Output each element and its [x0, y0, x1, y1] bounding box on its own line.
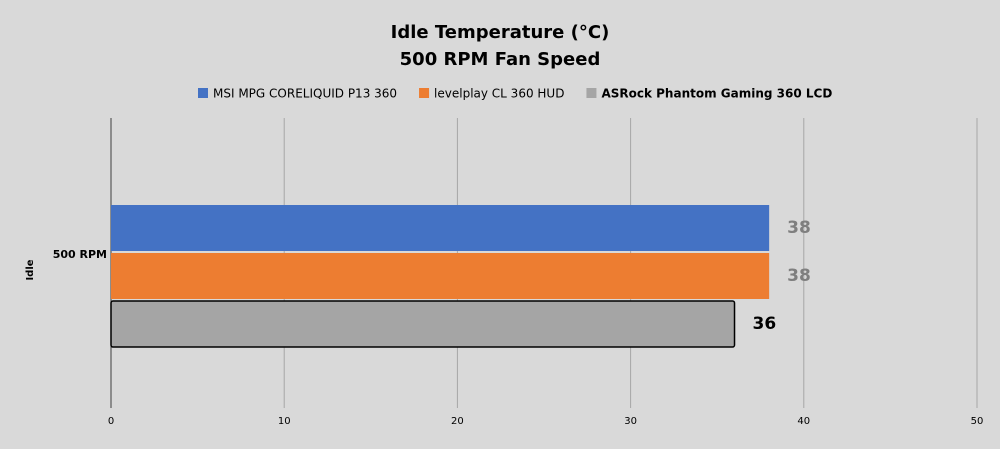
x-tick-label: 0 [108, 416, 114, 427]
x-tick-label: 40 [797, 416, 810, 427]
legend-label: ASRock Phantom Gaming 360 LCD [601, 87, 832, 101]
y-axis-label: Idle [25, 259, 36, 280]
value-label: 36 [753, 314, 777, 334]
x-tick-label: 30 [624, 416, 637, 427]
legend-label: levelplay CL 360 HUD [434, 87, 564, 101]
legend-label: MSI MPG CORELIQUID P13 360 [213, 87, 397, 101]
x-tick-label: 10 [278, 416, 291, 427]
legend-swatch [419, 88, 430, 98]
x-tick-label: 20 [451, 416, 464, 427]
bar [110, 300, 736, 348]
chart-title: Idle Temperature (°C) [391, 22, 610, 43]
legend-swatch [198, 88, 208, 98]
y-tick-label: 500 RPM [53, 248, 107, 261]
chart-subtitle: 500 RPM Fan Speed [400, 49, 601, 70]
legend-swatch [586, 88, 597, 98]
bar [111, 205, 770, 251]
value-label: 38 [787, 218, 811, 238]
bar [111, 253, 770, 299]
x-tick-label: 50 [971, 416, 984, 427]
value-label: 38 [787, 266, 811, 286]
